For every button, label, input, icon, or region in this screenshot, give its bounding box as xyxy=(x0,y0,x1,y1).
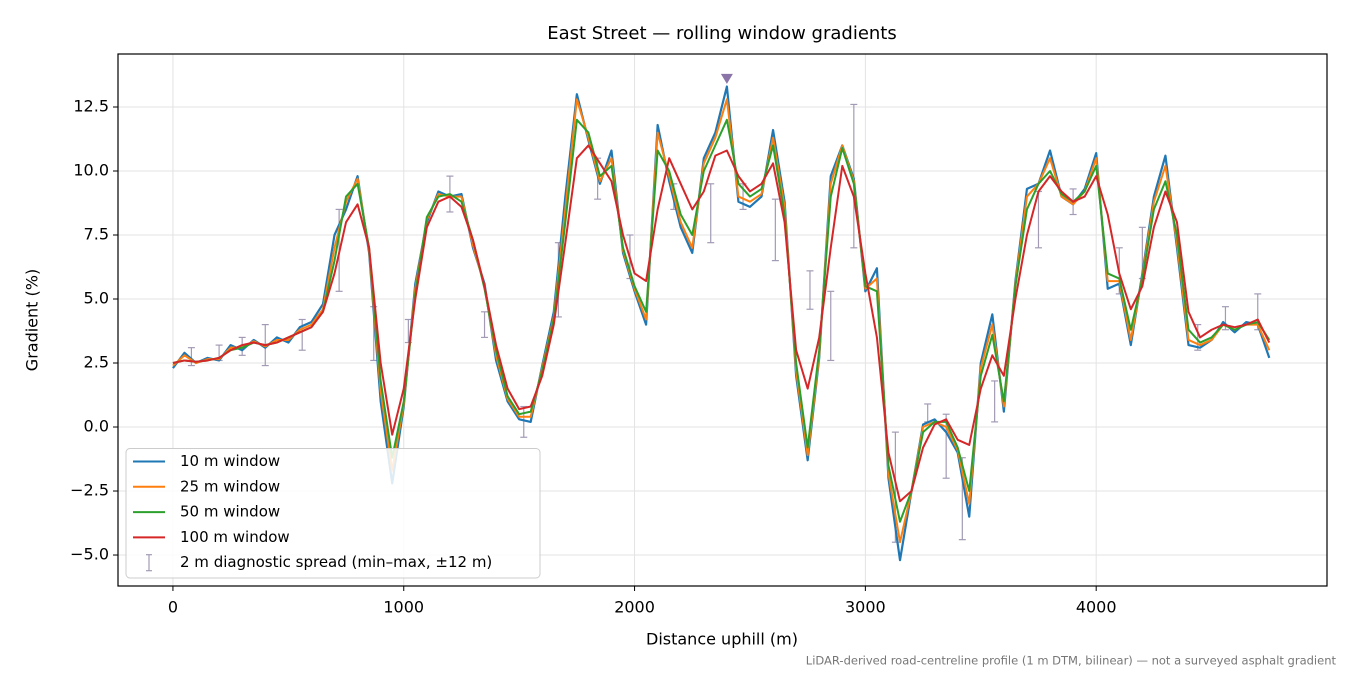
y-tick-label: 5.0 xyxy=(84,289,109,308)
y-tick-label: −5.0 xyxy=(70,545,109,564)
y-tick-label: 10.0 xyxy=(73,160,109,179)
x-tick-label: 4000 xyxy=(1076,598,1117,617)
y-tick-label: 7.5 xyxy=(84,225,109,244)
legend-label: 10 m window xyxy=(180,452,280,470)
x-tick-label: 3000 xyxy=(845,598,886,617)
y-tick-label: −2.5 xyxy=(70,481,109,500)
legend: 10 m window 25 m window 50 m window 100 m w… xyxy=(125,448,541,579)
y-axis-label: Gradient (%) xyxy=(23,269,42,371)
legend-label: 2 m diagnostic spread (min–max, ±12 m) xyxy=(180,553,492,571)
y-tick-label: 0.0 xyxy=(84,417,109,436)
series-line xyxy=(172,118,1271,523)
series-line xyxy=(172,144,1271,503)
y-tick-label: 12.5 xyxy=(73,96,109,115)
y-tick-label: 2.5 xyxy=(84,353,109,372)
legend-label: 100 m window xyxy=(180,528,290,546)
footnote: LiDAR-derived road-centreline profile (1… xyxy=(806,654,1337,668)
x-tick-label: 1000 xyxy=(383,598,424,617)
legend-label: 25 m window xyxy=(180,477,280,495)
legend-label: 50 m window xyxy=(180,503,280,521)
legend-box xyxy=(125,448,541,579)
x-axis-label: Distance uphill (m) xyxy=(646,630,798,649)
peak-marker xyxy=(720,73,733,84)
axes-frame xyxy=(117,53,1328,587)
chart-title: East Street — rolling window gradients xyxy=(547,23,897,44)
plot-area xyxy=(172,85,1271,562)
grid: 0 1000 2000 3000 4000 −5.0 −2.5 0.0 2.5 5.0 7.5 10.… xyxy=(70,54,1327,617)
x-tick-label: 2000 xyxy=(614,598,655,617)
x-tick-label: 0 xyxy=(168,598,178,617)
